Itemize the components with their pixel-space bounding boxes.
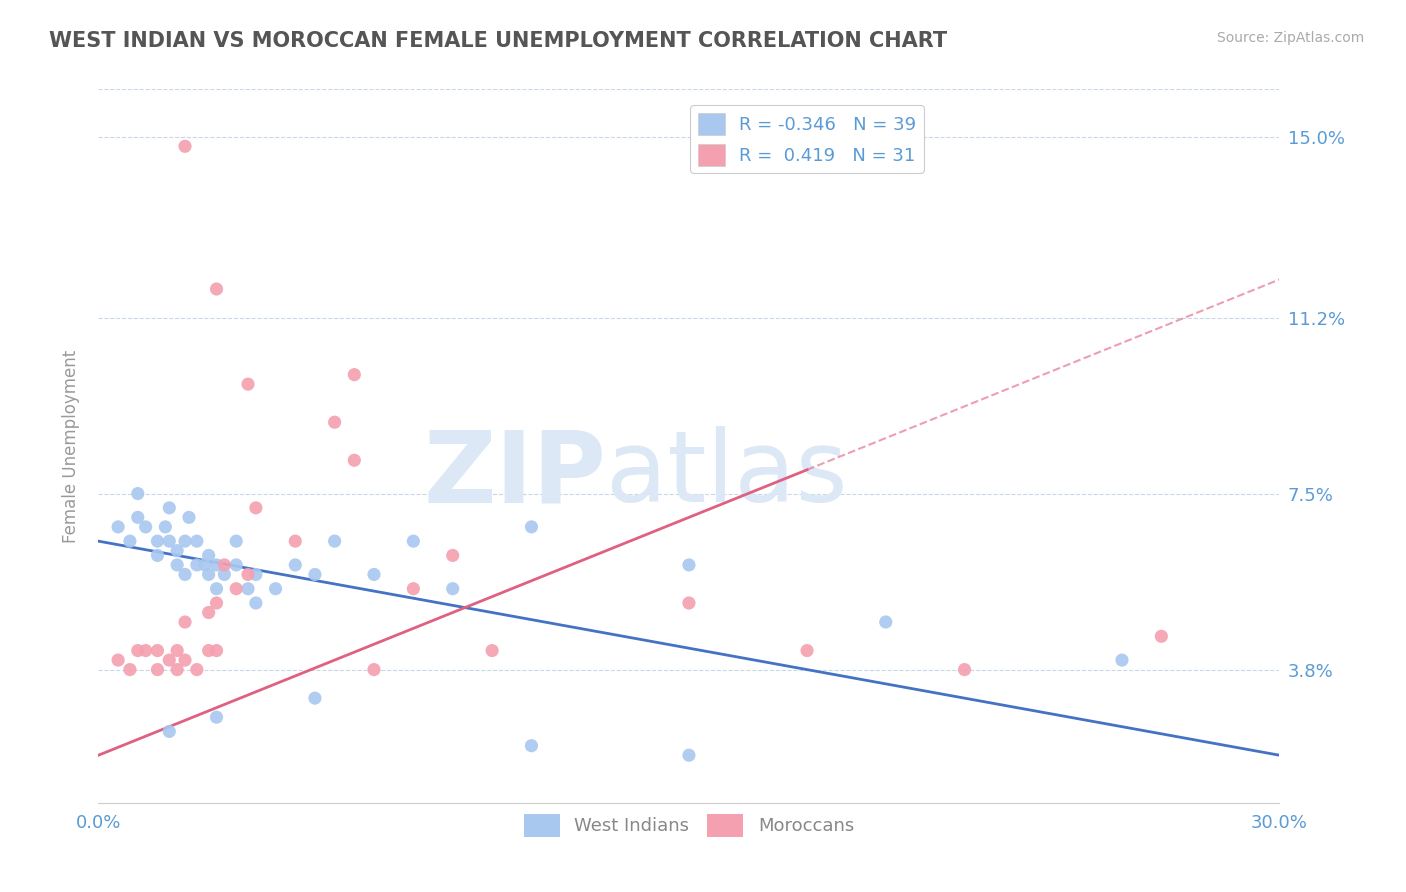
Point bbox=[245, 500, 267, 515]
Point bbox=[1150, 629, 1173, 643]
Point bbox=[186, 558, 208, 572]
Point bbox=[678, 748, 700, 763]
Point bbox=[197, 643, 219, 657]
Point bbox=[225, 558, 247, 572]
Point bbox=[146, 663, 169, 677]
Point bbox=[135, 643, 157, 657]
Point bbox=[166, 663, 188, 677]
Point bbox=[174, 653, 197, 667]
Point bbox=[146, 534, 169, 549]
Legend: West Indians, Moroccans: West Indians, Moroccans bbox=[516, 807, 862, 844]
Point bbox=[174, 139, 197, 153]
Point bbox=[205, 643, 228, 657]
Point bbox=[264, 582, 287, 596]
Point bbox=[796, 643, 818, 657]
Point bbox=[177, 510, 200, 524]
Point bbox=[174, 534, 197, 549]
Point bbox=[236, 377, 259, 392]
Point bbox=[343, 453, 366, 467]
Point bbox=[205, 582, 228, 596]
Point bbox=[245, 596, 267, 610]
Point bbox=[236, 567, 259, 582]
Point bbox=[284, 558, 307, 572]
Point bbox=[343, 368, 366, 382]
Text: atlas: atlas bbox=[606, 426, 848, 523]
Point bbox=[363, 567, 385, 582]
Point bbox=[520, 739, 543, 753]
Point bbox=[157, 534, 180, 549]
Point bbox=[441, 582, 464, 596]
Point bbox=[107, 520, 129, 534]
Point bbox=[197, 567, 219, 582]
Point bbox=[174, 615, 197, 629]
Point bbox=[157, 653, 180, 667]
Point bbox=[197, 549, 219, 563]
Point bbox=[678, 558, 700, 572]
Point bbox=[402, 582, 425, 596]
Point bbox=[166, 543, 188, 558]
Point bbox=[875, 615, 897, 629]
Text: WEST INDIAN VS MOROCCAN FEMALE UNEMPLOYMENT CORRELATION CHART: WEST INDIAN VS MOROCCAN FEMALE UNEMPLOYM… bbox=[49, 31, 948, 51]
Point bbox=[402, 534, 425, 549]
Point bbox=[205, 558, 228, 572]
Point bbox=[157, 724, 180, 739]
Point bbox=[107, 653, 129, 667]
Point bbox=[118, 663, 141, 677]
Point bbox=[520, 520, 543, 534]
Point bbox=[166, 643, 188, 657]
Point bbox=[1111, 653, 1133, 667]
Text: Source: ZipAtlas.com: Source: ZipAtlas.com bbox=[1216, 31, 1364, 45]
Point bbox=[146, 549, 169, 563]
Point bbox=[166, 558, 188, 572]
Point bbox=[135, 520, 157, 534]
Point bbox=[363, 663, 385, 677]
Point bbox=[225, 534, 247, 549]
Text: ZIP: ZIP bbox=[423, 426, 606, 523]
Point bbox=[236, 582, 259, 596]
Point bbox=[205, 710, 228, 724]
Point bbox=[186, 663, 208, 677]
Point bbox=[127, 486, 149, 500]
Point bbox=[323, 415, 346, 429]
Point bbox=[157, 500, 180, 515]
Point bbox=[197, 606, 219, 620]
Point bbox=[953, 663, 976, 677]
Point bbox=[225, 582, 247, 596]
Point bbox=[678, 596, 700, 610]
Point bbox=[481, 643, 503, 657]
Point bbox=[118, 534, 141, 549]
Point bbox=[205, 282, 228, 296]
Point bbox=[214, 558, 236, 572]
Point bbox=[214, 567, 236, 582]
Point bbox=[441, 549, 464, 563]
Point bbox=[174, 567, 197, 582]
Y-axis label: Female Unemployment: Female Unemployment bbox=[62, 350, 80, 542]
Point bbox=[304, 691, 326, 706]
Point bbox=[194, 558, 217, 572]
Point bbox=[205, 596, 228, 610]
Point bbox=[323, 534, 346, 549]
Point bbox=[245, 567, 267, 582]
Point bbox=[155, 520, 177, 534]
Point bbox=[186, 534, 208, 549]
Point bbox=[304, 567, 326, 582]
Point bbox=[284, 534, 307, 549]
Point bbox=[127, 643, 149, 657]
Point bbox=[127, 510, 149, 524]
Point bbox=[146, 643, 169, 657]
